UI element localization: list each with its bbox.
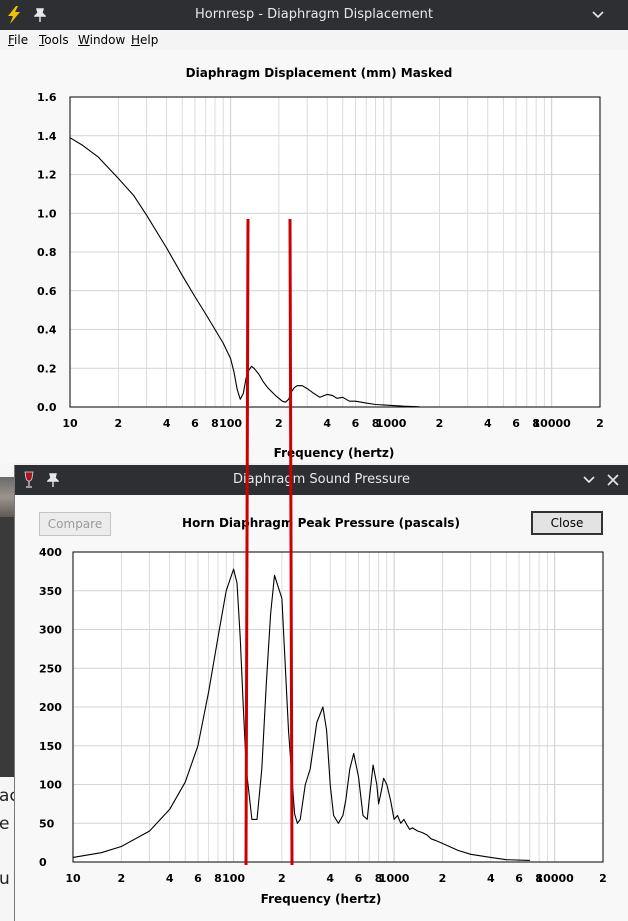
displacement-window: Hornresp - Diaphragm Displacement File T… (0, 0, 628, 463)
x-tick-label: 2 (118, 872, 126, 885)
x-tick-label: 8 (372, 417, 380, 430)
x-tick-label: 10 (65, 872, 81, 885)
x-tick-label: 10000 (533, 417, 572, 430)
plot-area: 0.00.20.40.60.81.01.21.41.610 2 4 6 8 100 2 4 6 8… (37, 91, 604, 430)
x-tick-label: 6 (191, 417, 199, 430)
x-tick-label: 6 (355, 872, 363, 885)
menu-help[interactable]: Help (131, 33, 159, 47)
x-tick-label: 2 (599, 872, 607, 885)
x-tick-label: 2 (115, 417, 123, 430)
sound-pressure-titlebar[interactable]: Diaphragm Sound Pressure (15, 465, 628, 495)
x-tick-label: 1000 (376, 417, 407, 430)
displacement-titlebar[interactable]: Hornresp - Diaphragm Displacement (0, 0, 628, 30)
x-tick-label: 2 (278, 872, 286, 885)
y-tick-label: 50 (39, 817, 55, 830)
x-tick-label: 2 (596, 417, 604, 430)
menu-file[interactable]: File (8, 33, 29, 47)
x-tick-label: 10 (62, 417, 78, 430)
sound-pressure-chart: Horn Diaphragm Peak Pressure (pascals) 0… (15, 495, 628, 921)
compare-button[interactable]: Compare (39, 512, 111, 536)
data-series-line (69, 137, 420, 408)
x-tick-label: 2 (439, 872, 447, 885)
y-tick-label: 1.2 (37, 169, 57, 182)
x-tick-label: 4 (326, 872, 334, 885)
x-tick-label: 2 (275, 417, 283, 430)
y-tick-label: 1.4 (37, 130, 57, 143)
pin-icon[interactable] (43, 470, 63, 490)
x-tick-label: 10000 (536, 872, 575, 885)
plot-border (72, 551, 604, 863)
y-tick-label: 1.0 (37, 207, 57, 220)
x-tick-label: 6 (512, 417, 520, 430)
x-tick-label: 100 (219, 417, 242, 430)
background-dark-panel (0, 517, 14, 777)
x-axis-label: Frequency (hertz) (274, 446, 395, 460)
pin-icon[interactable] (30, 5, 50, 25)
displacement-chart: Diaphragm Displacement (mm) Masked 0.0 0.… (0, 50, 628, 463)
background-photo (0, 477, 14, 517)
y-tick-label: 0.8 (37, 246, 57, 259)
x-tick-label: 8 (375, 872, 383, 885)
x-tick-label: 4 (163, 417, 171, 430)
y-tick-label: 0 (39, 856, 47, 869)
background-strip: ac e u (0, 463, 19, 921)
x-tick-label: 8 (214, 872, 222, 885)
y-tick-label: 0.0 (37, 401, 57, 414)
window-title: Diaphragm Sound Pressure (232, 472, 411, 487)
y-tick-label: 0.2 (37, 362, 57, 375)
x-tick-label: 6 (515, 872, 523, 885)
data-series-line (72, 568, 530, 861)
x-tick-label: 4 (487, 872, 495, 885)
chart-title: Diaphragm Displacement (mm) Masked (186, 66, 453, 80)
x-tick-label: 2 (436, 417, 444, 430)
menu-bar: File Tools Window Help (0, 30, 628, 50)
menu-tools[interactable]: Tools (39, 33, 69, 47)
menu-window[interactable]: Window (78, 33, 126, 47)
wine-glass-icon (19, 470, 39, 490)
x-tick-label: 8 (211, 417, 219, 430)
y-tick-label: 150 (39, 740, 62, 753)
window-title: Hornresp - Diaphragm Displacement (195, 7, 433, 22)
y-tick-label: 100 (39, 779, 62, 792)
y-tick-label: 350 (39, 585, 62, 598)
x-tick-label: 100 (222, 872, 245, 885)
y-tick-label: 0.6 (37, 285, 57, 298)
x-tick-label: 8 (532, 417, 540, 430)
x-tick-label: 4 (323, 417, 331, 430)
x-tick-label: 8 (535, 872, 543, 885)
x-tick-label: 4 (166, 872, 174, 885)
background-text-2: e (0, 814, 10, 834)
chevron-down-icon[interactable] (579, 470, 599, 490)
x-tick-label: 6 (194, 872, 202, 885)
hornresp-lightning-icon (4, 5, 24, 25)
x-tick-label: 1000 (379, 872, 410, 885)
y-tick-label: 0.4 (37, 324, 57, 337)
close-button[interactable]: Close (531, 511, 603, 535)
y-tick-label: 200 (39, 701, 62, 714)
close-icon[interactable] (603, 470, 623, 490)
sound-pressure-window: Diaphragm Sound Pressure Horn Diaphragm … (14, 465, 628, 921)
x-tick-label: 4 (484, 417, 492, 430)
x-tick-label: 6 (352, 417, 360, 430)
background-text-3: u (0, 869, 10, 889)
x-axis-label: Frequency (hertz) (261, 892, 382, 906)
chart-title: Horn Diaphragm Peak Pressure (pascals) (182, 516, 460, 530)
y-tick-label: 400 (39, 546, 62, 559)
y-tick-label: 1.6 (37, 91, 57, 104)
plot-border (69, 96, 601, 408)
y-tick-label: 300 (39, 624, 62, 637)
chevron-down-icon[interactable] (588, 5, 608, 25)
y-tick-label: 250 (39, 662, 62, 675)
